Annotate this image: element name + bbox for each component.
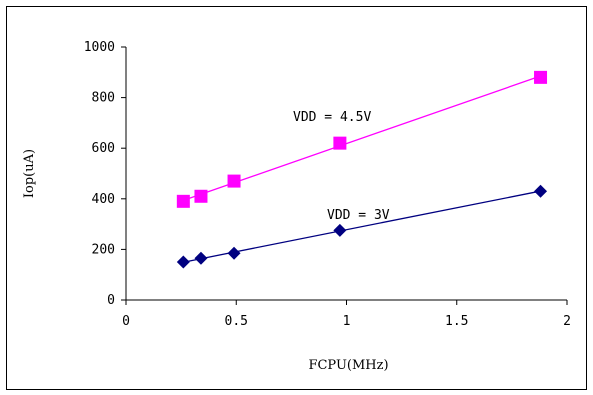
series-0-point: [194, 189, 208, 203]
y-tick-label: 1000: [84, 40, 115, 55]
series-0-point: [227, 174, 241, 188]
x-tick-label: 0: [122, 314, 130, 329]
y-tick-label: 800: [92, 91, 115, 106]
y-tick-label: 0: [107, 293, 115, 308]
chart-frame: 0 200 400 600 800 1000 0 0.5 1 1.5 2 FCPU(MHz) Iop(…: [6, 6, 587, 390]
x-axis-title: FCPU(MHz): [308, 358, 388, 373]
series-1-point: [194, 251, 208, 265]
series-0-point: [176, 194, 190, 208]
y-tick-label: 400: [92, 192, 115, 207]
x-tick-label: 1.5: [445, 314, 468, 329]
axes-layer: 0 200 400 600 800 1000 0 0.5 1 1.5 2: [84, 40, 571, 329]
series-1-point: [176, 255, 190, 269]
series-0-point: [333, 136, 347, 150]
series-0-trendline: [183, 75, 541, 201]
series-1-point: [333, 223, 347, 237]
series-1-point: [227, 246, 241, 260]
series-1-point: [534, 184, 548, 198]
labels-layer: FCPU(MHz) Iop(uA) VDD = 4.5V VDD = 3V: [22, 110, 390, 373]
y-tick-label: 200: [92, 242, 115, 257]
series-0-label: VDD = 4.5V: [293, 110, 371, 125]
y-tick-label: 600: [92, 141, 115, 156]
x-tick-label: 0.5: [225, 314, 248, 329]
series-1-label: VDD = 3V: [327, 208, 390, 223]
x-tick-label: 1: [343, 314, 351, 329]
series-0-point: [534, 70, 548, 84]
series-layer: [176, 70, 548, 269]
chart-svg: 0 200 400 600 800 1000 0 0.5 1 1.5 2 FCPU(MHz) Iop(…: [22, 40, 571, 373]
series-1-trendline: [183, 190, 541, 263]
x-tick-label: 2: [563, 314, 571, 329]
y-axis-title: Iop(uA): [22, 149, 37, 198]
